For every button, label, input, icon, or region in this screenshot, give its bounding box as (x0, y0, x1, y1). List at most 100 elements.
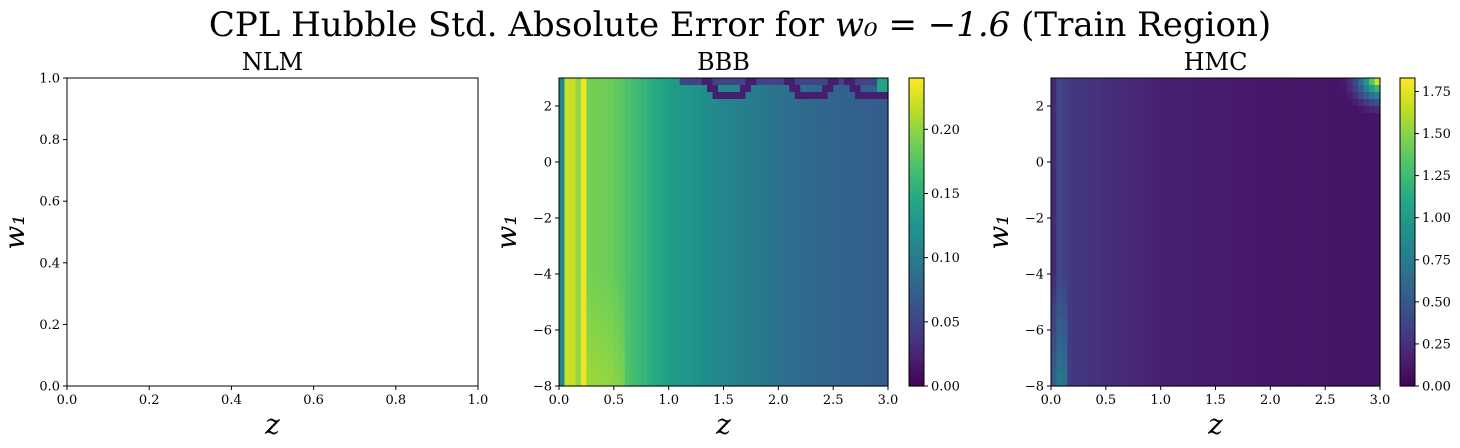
heatmap-cell (1308, 99, 1315, 107)
heatmap-cell (608, 281, 615, 289)
heatmap-cell (679, 281, 686, 289)
heatmap-cell (1061, 288, 1069, 296)
heatmap-cell (1286, 344, 1293, 352)
heatmap-cell (613, 106, 620, 114)
heatmap-cell (559, 162, 566, 170)
heatmap-cell (1166, 78, 1173, 86)
heatmap-cell (1220, 225, 1228, 233)
heatmap-cell (1231, 351, 1239, 359)
heatmap-cell (772, 218, 779, 226)
heatmap-cell (1083, 274, 1090, 282)
heatmap-cell (624, 302, 631, 310)
heatmap-cell (1226, 379, 1233, 387)
heatmap-cell (767, 288, 774, 296)
heatmap-cell (1133, 351, 1140, 359)
heatmap-cell (833, 183, 840, 191)
heatmap-cell (635, 260, 642, 268)
heatmap-cell (1116, 379, 1123, 387)
heatmap-cell (608, 85, 615, 93)
heatmap-cell (1155, 365, 1162, 373)
heatmap-cell (1061, 337, 1069, 345)
heatmap-cell (1242, 197, 1249, 205)
heatmap-cell (1226, 351, 1233, 359)
heatmap-cell (1155, 85, 1162, 93)
heatmap-cell (701, 127, 708, 135)
heatmap-cell (690, 141, 697, 149)
heatmap-cell (767, 113, 774, 121)
heatmap-cell (586, 358, 593, 366)
heatmap-cell (1319, 274, 1326, 282)
heatmap-cell (816, 85, 823, 93)
heatmap-cell (767, 225, 774, 233)
heatmap-cell (674, 141, 681, 149)
heatmap-cell (1215, 113, 1222, 121)
heatmap-cell (597, 260, 604, 268)
heatmap-cell (761, 190, 768, 198)
heatmap-cell (1193, 204, 1200, 212)
heatmap-cell (679, 344, 686, 352)
heatmap-cell (663, 267, 670, 275)
heatmap-cell (1297, 365, 1304, 373)
heatmap-cell (778, 127, 785, 135)
heatmap-cell (679, 379, 686, 387)
heatmap-cell (559, 204, 566, 212)
heatmap-cell (635, 113, 642, 121)
heatmap-cell (866, 323, 873, 331)
heatmap-cell (800, 218, 807, 226)
heatmap-cell (1171, 155, 1178, 163)
heatmap-cell (1083, 267, 1090, 275)
heatmap-cell (624, 351, 631, 359)
heatmap-cell (712, 85, 719, 93)
heatmap-cell (559, 141, 566, 149)
heatmap-cell (657, 127, 664, 135)
heatmap-cell (1188, 379, 1195, 387)
heatmap-cell (827, 134, 834, 142)
heatmap-cell (1199, 295, 1206, 303)
colorbar-segment (909, 189, 924, 195)
heatmap-cell (1160, 274, 1167, 282)
colorbar-segment (909, 378, 924, 383)
heatmap-cell (811, 106, 818, 114)
heatmap-cell (1155, 225, 1162, 233)
heatmap-cell (761, 155, 768, 163)
heatmap-cell (663, 176, 670, 184)
heatmap-cell (877, 344, 884, 352)
heatmap-cell (1220, 155, 1228, 163)
heatmap-cell (635, 78, 642, 86)
heatmap-cell (712, 176, 719, 184)
heatmap-cell (685, 78, 692, 86)
heatmap-cell (1116, 155, 1123, 163)
heatmap-cell (877, 330, 884, 338)
heatmap-cell (1226, 169, 1233, 177)
heatmap-cell (767, 344, 774, 352)
heatmap-cell (630, 183, 637, 191)
x-tick-label: 0.6 (303, 393, 324, 408)
heatmap-cell (646, 337, 653, 345)
heatmap-cell (1270, 358, 1277, 366)
heatmap-cell (789, 337, 796, 345)
heatmap-cell (602, 169, 609, 177)
heatmap-cell (833, 337, 840, 345)
heatmap-cell (586, 85, 593, 93)
heatmap-cell (1111, 183, 1118, 191)
heatmap-cell (1231, 379, 1239, 387)
heatmap-cell (1253, 162, 1260, 170)
heatmap-cell (1253, 183, 1260, 191)
heatmap-cell (1116, 246, 1123, 254)
heatmap-cell (591, 197, 598, 205)
heatmap-cell (630, 365, 637, 373)
heatmap-cell (772, 211, 779, 219)
heatmap-cell (1094, 134, 1101, 142)
heatmap-cell (690, 211, 697, 219)
heatmap-cell (1237, 295, 1244, 303)
heatmap-cell (1259, 330, 1266, 338)
heatmap-cell (652, 253, 659, 261)
heatmap-cell (718, 85, 725, 93)
heatmap-cell (794, 274, 801, 282)
heatmap-cell (811, 267, 818, 275)
heatmap-cell (1270, 344, 1277, 352)
heatmap-cell (1105, 246, 1112, 254)
colorbar-segment (909, 274, 924, 279)
heatmap-cell (1155, 190, 1162, 198)
heatmap-cell (630, 232, 637, 240)
